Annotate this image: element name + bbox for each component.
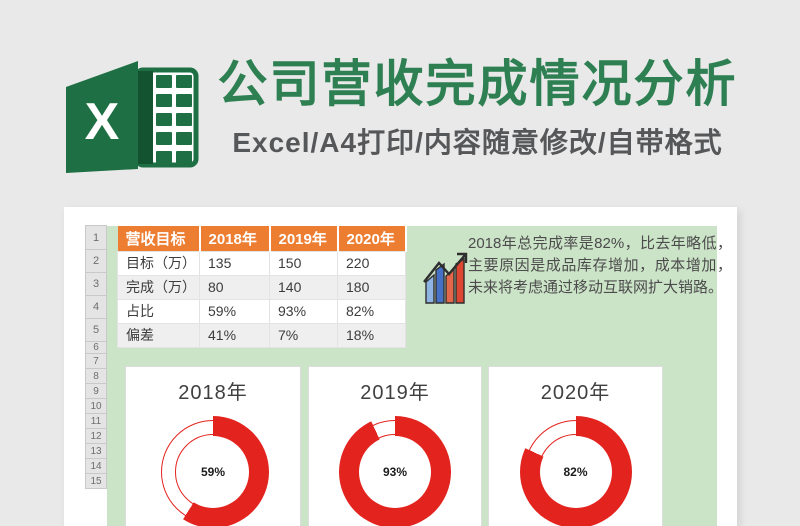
table-cell[interactable]: 140 xyxy=(269,274,338,300)
chart-title: 2020年 xyxy=(540,382,611,404)
row-header-1[interactable]: 1 xyxy=(85,225,107,250)
row-header-3[interactable]: 3 xyxy=(85,272,107,296)
donut-percent-label: 93% xyxy=(382,465,408,479)
donut-hole: 82% xyxy=(539,436,612,508)
table-header-cell[interactable]: 2019年 xyxy=(269,226,339,251)
excel-logo-cover xyxy=(66,61,138,173)
table-cell[interactable]: 59% xyxy=(199,298,270,324)
chart-title: 2018年 xyxy=(178,382,248,404)
table-cell[interactable]: 41% xyxy=(199,322,270,348)
excel-logo-letter: X xyxy=(85,93,120,151)
donut-chart-2018年[interactable]: 2018年 59% xyxy=(125,366,301,526)
table-cell[interactable]: 偏差 xyxy=(117,322,200,348)
page-title: 公司营收完成情况分析 xyxy=(217,56,738,112)
row-header-8[interactable]: 8 xyxy=(85,368,107,384)
table-cell[interactable]: 目标（万） xyxy=(117,250,200,276)
table-cell[interactable]: 135 xyxy=(199,250,270,276)
row-header-7[interactable]: 7 xyxy=(85,353,107,369)
table-cell[interactable]: 82% xyxy=(337,298,406,324)
table-row: 目标（万） 135 150 220 xyxy=(117,250,406,276)
donut-ring: 93% xyxy=(339,416,451,526)
spreadsheet-paper: 1 2 3 4 5 6 7 8 9 10 11 12 13 14 15 营收目标 2018年 2019年 2020… xyxy=(64,207,737,526)
header-titles: 公司营收完成情况分析 Excel/A4打印/内容随意修改/自带格式 xyxy=(205,0,750,161)
row-header-13[interactable]: 13 xyxy=(85,443,107,459)
row-header-4[interactable]: 4 xyxy=(85,295,107,319)
excel-logo-spine xyxy=(138,71,153,164)
excel-logo-cells xyxy=(156,75,192,163)
revenue-table: 营收目标 2018年 2019年 2020年 目标（万） 135 150 220 完成（万） 80… xyxy=(117,226,407,348)
bar-chart-rising-icon xyxy=(423,252,468,304)
table-cell[interactable]: 占比 xyxy=(117,298,200,324)
table-header-cell[interactable]: 2020年 xyxy=(337,226,407,251)
row-header-5[interactable]: 5 xyxy=(85,318,107,342)
row-header-15[interactable]: 15 xyxy=(85,473,107,489)
donut-percent-label: 59% xyxy=(200,465,226,479)
donut-ring: 82% xyxy=(519,416,632,526)
donut-hole: 93% xyxy=(359,436,431,508)
row-header-column: 1 2 3 4 5 6 7 8 9 10 11 12 13 14 15 xyxy=(85,225,107,489)
row-header-9[interactable]: 9 xyxy=(85,383,107,399)
note-text: 2018年总完成率是82%，比去年略低，主要原因是成品库存增加，成本增加，未来将… xyxy=(468,235,732,296)
row-header-14[interactable]: 14 xyxy=(85,458,107,474)
table-header-cell[interactable]: 营收目标 xyxy=(117,226,201,251)
table-cell[interactable]: 220 xyxy=(337,250,406,276)
table-cell[interactable]: 18% xyxy=(337,322,406,348)
table-header-cell[interactable]: 2018年 xyxy=(199,226,271,251)
page-subtitle: Excel/A4打印/内容随意修改/自带格式 xyxy=(232,126,723,158)
donut-chart-2019年[interactable]: 2019年 93% xyxy=(308,366,482,526)
table-row: 完成（万） 80 140 180 xyxy=(117,274,406,300)
donut-ring: 59% xyxy=(157,416,269,526)
row-header-2[interactable]: 2 xyxy=(85,249,107,273)
table-cell[interactable]: 80 xyxy=(199,274,270,300)
chart-title: 2019年 xyxy=(360,382,430,404)
donut-chart-2020年[interactable]: 2020年 82% xyxy=(488,366,663,526)
table-row: 占比 59% 93% 82% xyxy=(117,298,406,324)
excel-logo-icon: X xyxy=(66,61,199,173)
table-row: 偏差 41% 7% 18% xyxy=(117,322,406,348)
row-header-11[interactable]: 11 xyxy=(85,413,107,429)
table-cell[interactable]: 150 xyxy=(269,250,338,276)
table-cell[interactable]: 7% xyxy=(269,322,338,348)
donut-hole: 59% xyxy=(177,436,249,508)
row-header-12[interactable]: 12 xyxy=(85,428,107,444)
row-header-10[interactable]: 10 xyxy=(85,398,107,414)
table-cell[interactable]: 93% xyxy=(269,298,338,324)
donut-percent-label: 82% xyxy=(563,465,588,479)
table-cell[interactable]: 完成（万） xyxy=(117,274,200,300)
table-cell[interactable]: 180 xyxy=(337,274,406,300)
